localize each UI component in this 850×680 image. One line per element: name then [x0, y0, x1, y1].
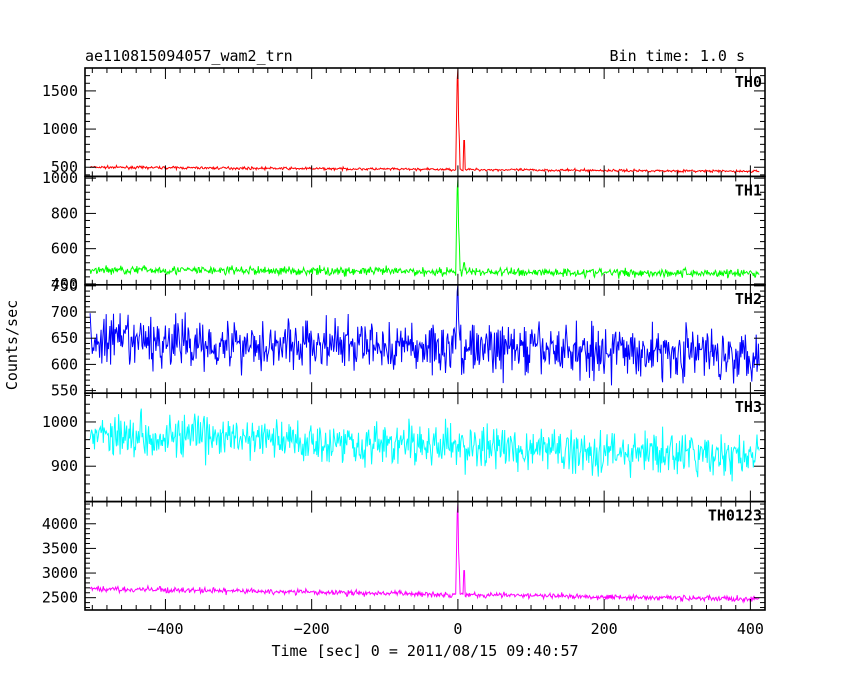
panel-th0: 500 1000 1500 TH0: [42, 67, 766, 178]
y-tick-label: 4000: [42, 515, 78, 533]
series-th3: [89, 408, 760, 482]
y-tick-label: 2500: [42, 589, 78, 607]
y-tick-label: 1000: [42, 120, 78, 138]
x-axis-label: Time [sec] 0 = 2011/08/15 09:40:57: [271, 642, 578, 660]
y-tick-label: 650: [51, 329, 78, 347]
y-tick-label: 700: [51, 303, 78, 321]
y-tick-label: 800: [51, 204, 78, 222]
panel-label: TH3: [735, 398, 762, 416]
x-tick-label: 0: [453, 620, 462, 638]
series-th0: [89, 69, 760, 175]
x-tick-label: −400: [147, 620, 183, 638]
y-tick-label: 1000: [42, 169, 78, 187]
x-tick-label: 400: [737, 620, 764, 638]
panel-th1: 400 600 800 1000 TH1: [42, 169, 766, 293]
y-tick-label: 400: [51, 275, 78, 293]
panel-frame: [84, 67, 766, 178]
y-tick-label: 500: [51, 158, 78, 176]
series-th2: [89, 284, 760, 386]
series-th0123: [89, 504, 760, 604]
x-tick-label: 200: [591, 620, 618, 638]
y-tick-label: 750: [51, 277, 78, 295]
panel-th0123: 2500 3000 3500 4000 TH0123: [42, 500, 766, 611]
y-tick-label: 1500: [42, 82, 78, 100]
chart-title-left: ae110815094057_wam2_trn: [85, 47, 293, 65]
panel-label: TH0123: [708, 507, 762, 525]
y-tick-label: 3500: [42, 539, 78, 557]
y-tick-label: 1000: [42, 413, 78, 431]
series-th1: [89, 179, 760, 280]
chart-title-right: Bin time: 1.0 s: [610, 47, 745, 65]
y-tick-label: 600: [51, 240, 78, 258]
y-axis-label: Counts/sec: [3, 300, 21, 390]
y-tick-label: 3000: [42, 564, 78, 582]
panel-label: TH2: [735, 290, 762, 308]
y-tick-label: 550: [51, 382, 78, 400]
panel-frame: [84, 500, 766, 611]
panel-label: TH0: [735, 73, 762, 91]
y-tick-label: 600: [51, 355, 78, 373]
panel-label: TH1: [735, 181, 762, 199]
x-tick-label: −200: [294, 620, 330, 638]
panel-th3: 900 1000 TH3: [42, 392, 766, 503]
y-tick-label: 900: [51, 457, 78, 475]
panel-th2: 550 600 650 700 750 TH2: [51, 277, 766, 400]
